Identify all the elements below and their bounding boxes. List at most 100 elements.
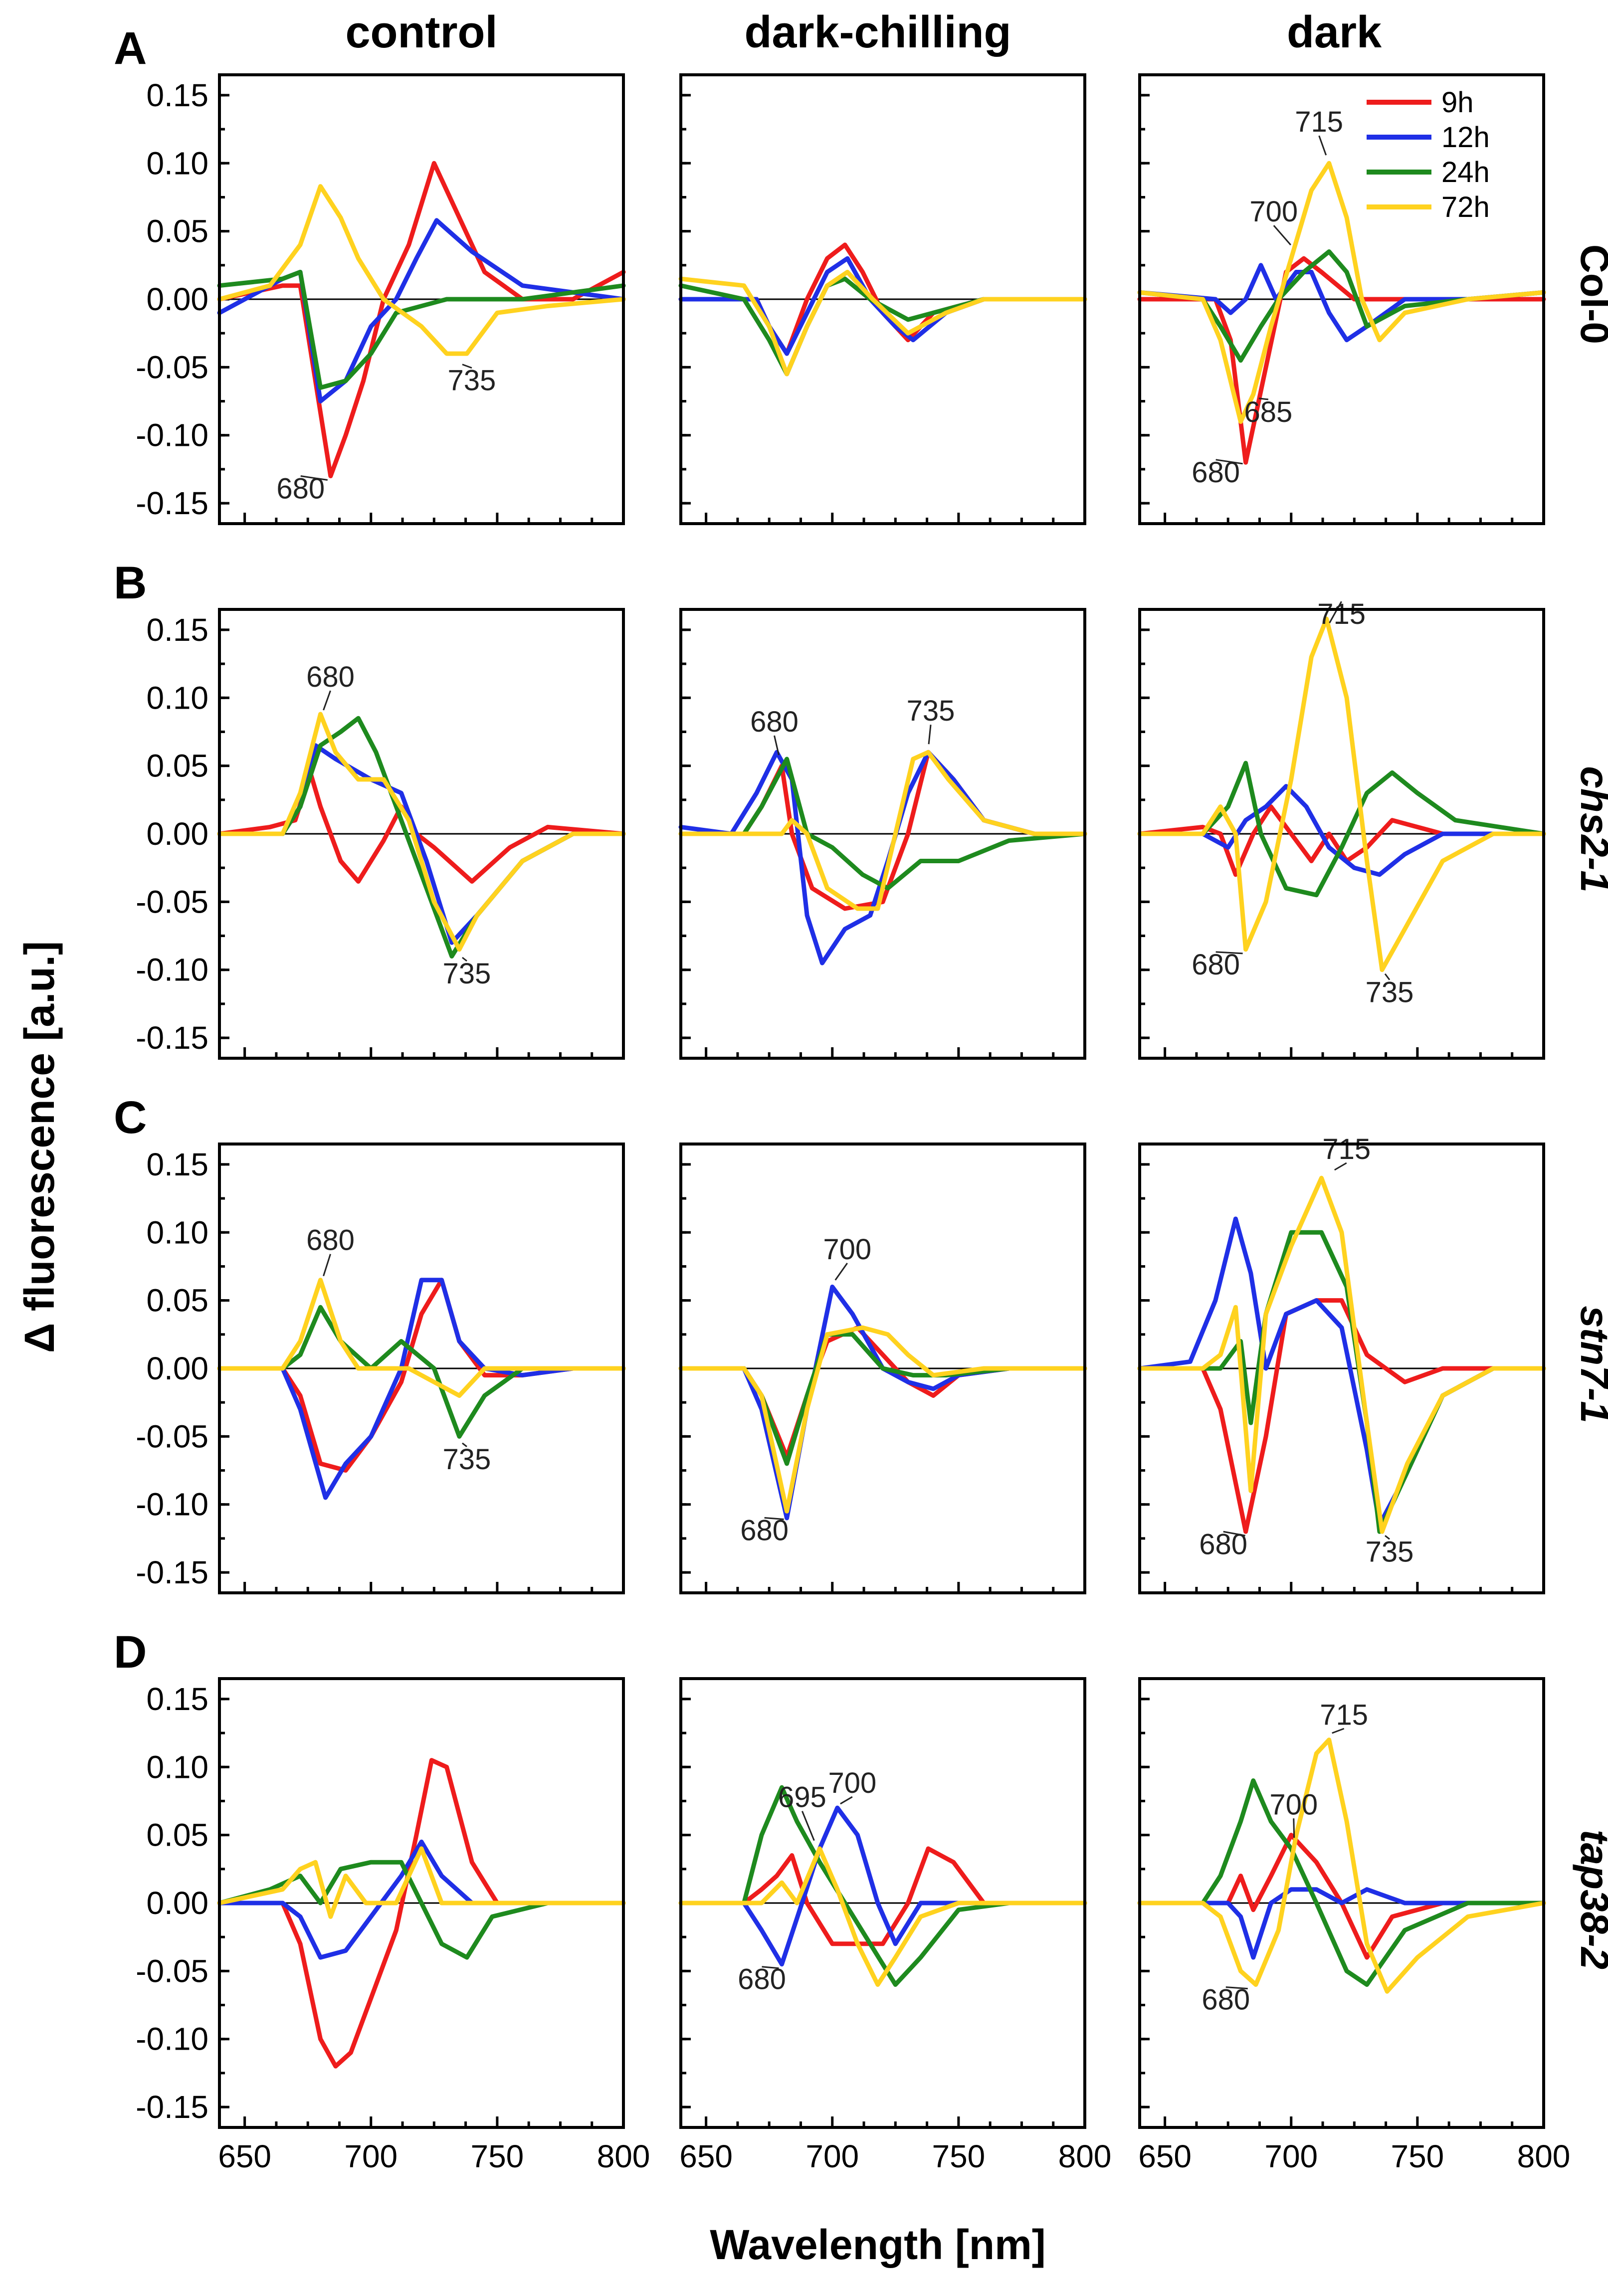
row-label-chs2-1: chs2-1	[1573, 766, 1608, 892]
y-tick-label: -0.15	[136, 2089, 208, 2125]
x-tick-label: 750	[470, 2138, 524, 2174]
row-letter-D: D	[114, 1627, 147, 1678]
annotation-arrow	[1385, 1535, 1390, 1540]
series-line-9h	[217, 161, 626, 478]
series-line-72h	[678, 1325, 1087, 1514]
panel-frame	[218, 1143, 625, 1594]
row-letter-A: A	[114, 23, 147, 74]
panels-group: -0.15-0.10-0.050.000.050.100.15680735680…	[136, 73, 1570, 2174]
annotation-label: 715	[1317, 598, 1366, 630]
annotation-arrow	[462, 364, 472, 369]
series-line-72h	[217, 712, 626, 952]
annotation-label: 700	[1269, 1788, 1318, 1821]
series-line-72h	[217, 1846, 626, 1919]
panel-chs2-1-dark: 680 715 735	[1137, 598, 1546, 1060]
panel-Col-0-control: -0.15 -0.10 -0.05 0.00 0.05 0.10 0.15 680 735	[136, 73, 626, 525]
row-letter-B: B	[114, 558, 147, 608]
series-line-9h	[1137, 1833, 1546, 1960]
series-line-24h	[217, 1860, 626, 1960]
series-line-12h	[217, 743, 626, 945]
series-line-24h	[678, 757, 1087, 891]
annotation-label: 700	[828, 1767, 876, 1799]
annotation-arrow	[1318, 135, 1327, 156]
series-line-12h	[678, 1284, 1087, 1521]
annotation-label: 700	[823, 1233, 871, 1266]
series-line-24h	[678, 276, 1087, 377]
annotation-label: 735	[1366, 1535, 1414, 1568]
annotation-arrow	[764, 1517, 784, 1521]
panel-frame	[679, 1677, 1086, 2129]
annotation-arrow	[323, 690, 331, 711]
series-line-12h	[1137, 1887, 1546, 1960]
column-header-dark: dark	[1287, 7, 1382, 57]
series-line-9h	[1137, 256, 1546, 465]
x-tick-label: 800	[1058, 2138, 1112, 2174]
x-tick-label: 650	[218, 2138, 271, 2174]
annotation-arrow	[774, 735, 780, 756]
series-line-24h	[217, 270, 626, 390]
x-tick-label: 700	[805, 2138, 859, 2174]
series-line-72h	[678, 270, 1087, 377]
panel-frame	[218, 1677, 625, 2129]
series-line-9h	[678, 1846, 1087, 1946]
series-line-12h	[217, 218, 626, 403]
annotation-arrow	[1258, 397, 1269, 400]
annotation-label: 735	[443, 1443, 491, 1476]
panel-stn7-1-control: -0.15 -0.10 -0.05 0.00 0.05 0.10 0.15 680 735	[136, 1143, 626, 1594]
y-tick-label: 0.05	[146, 1283, 208, 1319]
panel-frame	[1138, 608, 1545, 1060]
annotation-label: 700	[1249, 195, 1298, 228]
annotation-label: 685	[1244, 396, 1292, 428]
y-tick-label: -0.10	[136, 952, 208, 988]
annotation-arrow	[1225, 1986, 1248, 1990]
y-tick-label: -0.10	[136, 2021, 208, 2057]
annotation-arrow	[323, 1254, 331, 1277]
annotation-label: 680	[306, 1224, 355, 1257]
annotation-arrow	[1332, 1727, 1345, 1734]
y-tick-label: -0.15	[136, 1020, 208, 1056]
annotation-arrow	[1384, 973, 1391, 980]
x-tick-label: 700	[344, 2138, 398, 2174]
annotation-label: 680	[1192, 949, 1240, 981]
y-tick-label: 0.00	[146, 816, 208, 852]
panel-chs2-1-dark-chilling: 680 735	[678, 608, 1087, 1060]
y-tick-label: 0.10	[146, 1214, 208, 1250]
annotation-arrow	[1329, 601, 1342, 623]
series-line-12h	[678, 750, 1087, 965]
annotation-label: 735	[1366, 976, 1414, 1009]
row-letter-C: C	[114, 1092, 147, 1143]
row-label-col-0: Col-0	[1573, 244, 1608, 344]
annotation-label: 680	[740, 1515, 789, 1547]
series-line-72h	[1137, 616, 1546, 972]
legend-label-12h: 12h	[1441, 121, 1490, 154]
annotation-arrow	[1273, 225, 1291, 246]
annotation-arrow	[1215, 951, 1243, 955]
column-header-dark-chilling: dark-chilling	[744, 7, 1011, 57]
annotation-label: 680	[1192, 456, 1240, 489]
x-axis-title: Wavelength [nm]	[710, 2221, 1046, 2268]
series-line-72h	[1137, 161, 1546, 424]
y-axis-title: Δ fluorescence [a.u.]	[16, 941, 63, 1353]
series-line-12h	[1137, 263, 1546, 343]
annotation-arrow	[801, 1811, 815, 1841]
x-tick-label: 650	[1138, 2138, 1192, 2174]
annotation-arrow	[462, 1442, 467, 1448]
series-line-72h	[217, 1278, 626, 1398]
series-line-24h	[217, 1305, 626, 1439]
panel-tap38-2-control: -0.15 -0.10 -0.05 0.00 0.05 0.10 0.15 650 700 750…	[136, 1677, 650, 2174]
series-line-24h	[1137, 761, 1546, 898]
panel-frame	[1138, 1677, 1545, 2129]
series-line-72h	[1137, 1175, 1546, 1534]
annotation-label: 735	[907, 695, 955, 727]
y-tick-label: -0.15	[136, 1554, 208, 1590]
y-tick-label: 0.10	[146, 1749, 208, 1785]
annotation-label: 735	[448, 365, 496, 397]
y-tick-label: -0.10	[136, 1487, 208, 1523]
panel-frame	[1138, 1143, 1545, 1594]
annotation-label: 680	[1202, 1984, 1250, 2016]
series-line-12h	[678, 1805, 1087, 1967]
panel-stn7-1-dark: 680 715 735	[1137, 1133, 1546, 1594]
y-tick-label: -0.15	[136, 485, 208, 521]
